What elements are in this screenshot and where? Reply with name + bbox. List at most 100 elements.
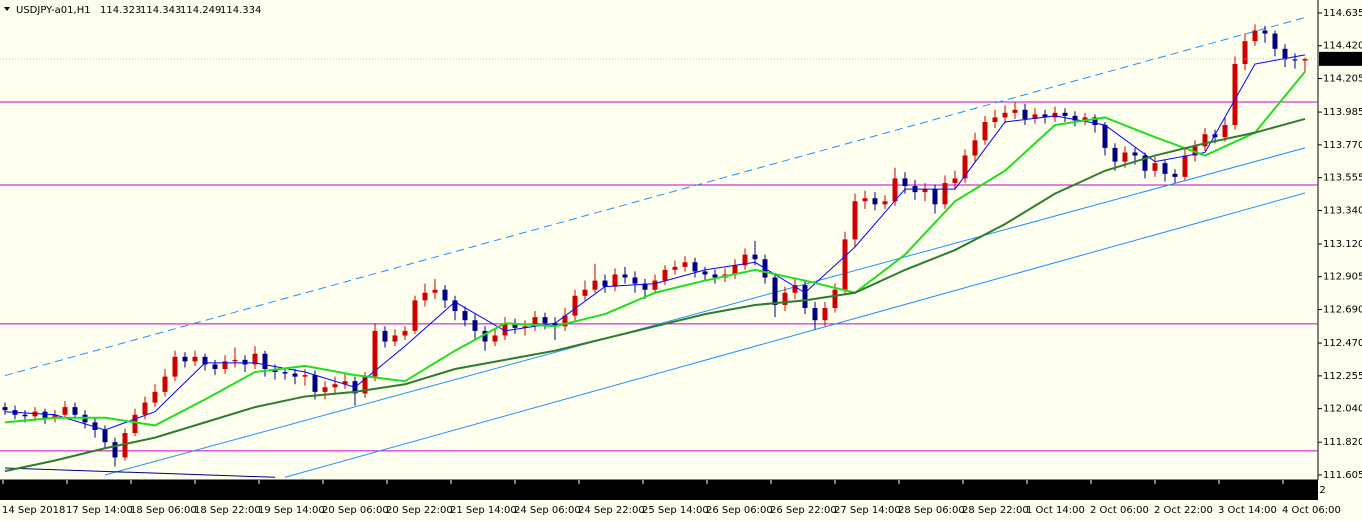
x-tick-label: 19 Sep 04:00 [195, 485, 262, 496]
y-tick-label: 114.205 [1323, 74, 1362, 85]
candle-body [812, 308, 818, 321]
candle-body [482, 330, 488, 342]
x-tick-label: 24 Sep 22:00 [578, 505, 645, 516]
candle-body [962, 155, 968, 179]
trend-line [284, 192, 1306, 478]
candle-body [332, 384, 338, 388]
candle-body [2, 407, 8, 411]
candle-body [562, 315, 568, 327]
candle-body [1302, 58, 1308, 61]
candle-body [502, 323, 508, 336]
candle-body [1132, 152, 1138, 156]
candle-body [1232, 64, 1238, 126]
x-tick-label: 26 Sep 06:00 [706, 505, 773, 516]
candle-body [992, 117, 998, 122]
x-tick-label: 28 Sep 06:00 [898, 505, 965, 516]
y-tick-label: 113.985 [1323, 107, 1362, 118]
y-tick-label: 114.635 [1323, 8, 1362, 19]
candle-body [972, 140, 978, 156]
candle-body [212, 364, 218, 369]
y-tick-label: 113.120 [1323, 239, 1362, 250]
candle-body [1272, 33, 1278, 49]
y-tick-label: 113.340 [1323, 205, 1362, 216]
candle-body [1072, 115, 1078, 121]
y-tick-label: 112.470 [1323, 338, 1362, 349]
candle-body [922, 189, 928, 193]
candle-body [742, 254, 748, 266]
candle-body [752, 254, 758, 260]
candle-body [522, 326, 528, 328]
candle-body [852, 201, 858, 240]
candle-body [302, 375, 308, 377]
symbol-label: USDJPY-a01,H1 [16, 5, 91, 16]
candle-body [1032, 114, 1038, 119]
moving-average [4, 117, 1306, 473]
candle-body [712, 274, 718, 278]
candle-body [252, 353, 258, 365]
x-tick-label: 25 Sep 04:00 [579, 485, 646, 496]
x-tick-label: 21 Sep 04:00 [387, 485, 454, 496]
candle-body [1162, 163, 1168, 174]
candle-body [842, 239, 848, 290]
candle-body [512, 323, 518, 328]
candle-body [472, 320, 478, 331]
candle-body [782, 292, 788, 305]
x-tick-label: 18 Sep 06:00 [130, 505, 197, 516]
x-tick-label: 20 Sep 06:00 [322, 505, 389, 516]
candle-body [412, 300, 418, 331]
candle-body [492, 335, 498, 342]
candle-body [162, 376, 168, 392]
candle-body [682, 262, 688, 267]
candle-body [632, 277, 638, 284]
candle-body [582, 289, 588, 296]
candle-body [1122, 152, 1128, 162]
x-tick-label: 28 Sep 12:00 [899, 485, 966, 496]
candle-body [172, 356, 178, 377]
candle-body [462, 311, 468, 321]
candle-body [222, 361, 228, 369]
menu-arrow[interactable] [4, 7, 10, 11]
current-price-label: 114.334 [1322, 54, 1362, 65]
trend-line [4, 467, 276, 478]
candle-body [612, 274, 618, 287]
candle-body [1042, 114, 1048, 118]
x-tick-label: 20 Sep 12:00 [323, 485, 390, 496]
x-tick-label: 29 Sep 04:00 [963, 485, 1030, 496]
x-tick-label: 24 Sep 06:00 [514, 505, 581, 516]
candle-body [1172, 173, 1178, 177]
candle-body [1282, 48, 1288, 60]
candle-body [1292, 59, 1298, 61]
x-tick-label: 28 Sep 22:00 [962, 505, 1029, 516]
candle-body [1252, 30, 1258, 42]
x-tick-label: 27 Sep 04:00 [771, 485, 838, 496]
candle-body [1062, 112, 1068, 116]
candle-body [1052, 112, 1058, 118]
candle-body [892, 178, 898, 202]
candle-body [122, 433, 128, 458]
candle-body [1262, 30, 1268, 34]
candle-body [422, 292, 428, 301]
candle-body [542, 317, 548, 324]
x-tick-label: 21 Sep 14:00 [450, 505, 517, 516]
candle-body [622, 274, 628, 278]
candle-body [152, 391, 158, 403]
candle-body [732, 265, 738, 275]
y-tick-label: 112.690 [1323, 305, 1362, 316]
candle-body [102, 429, 108, 443]
candle-body [942, 182, 948, 205]
candle-body [792, 285, 798, 293]
candle-body [592, 280, 598, 290]
x-tick-label: 4 Oct 06:00 [1282, 505, 1341, 516]
candle-body [1082, 117, 1088, 121]
candle-body [262, 353, 268, 369]
x-tick-label: 25 Sep 14:00 [642, 505, 709, 516]
candle-body [932, 189, 938, 205]
candle-body [52, 414, 58, 418]
x-tick-label: 3 Oct 14:00 [1218, 505, 1277, 516]
candle-body [1202, 134, 1208, 147]
candle-body [132, 414, 138, 434]
candle-body [142, 402, 148, 415]
candle-body [1022, 109, 1028, 119]
candle-body [442, 289, 448, 301]
candle-body [952, 178, 958, 183]
